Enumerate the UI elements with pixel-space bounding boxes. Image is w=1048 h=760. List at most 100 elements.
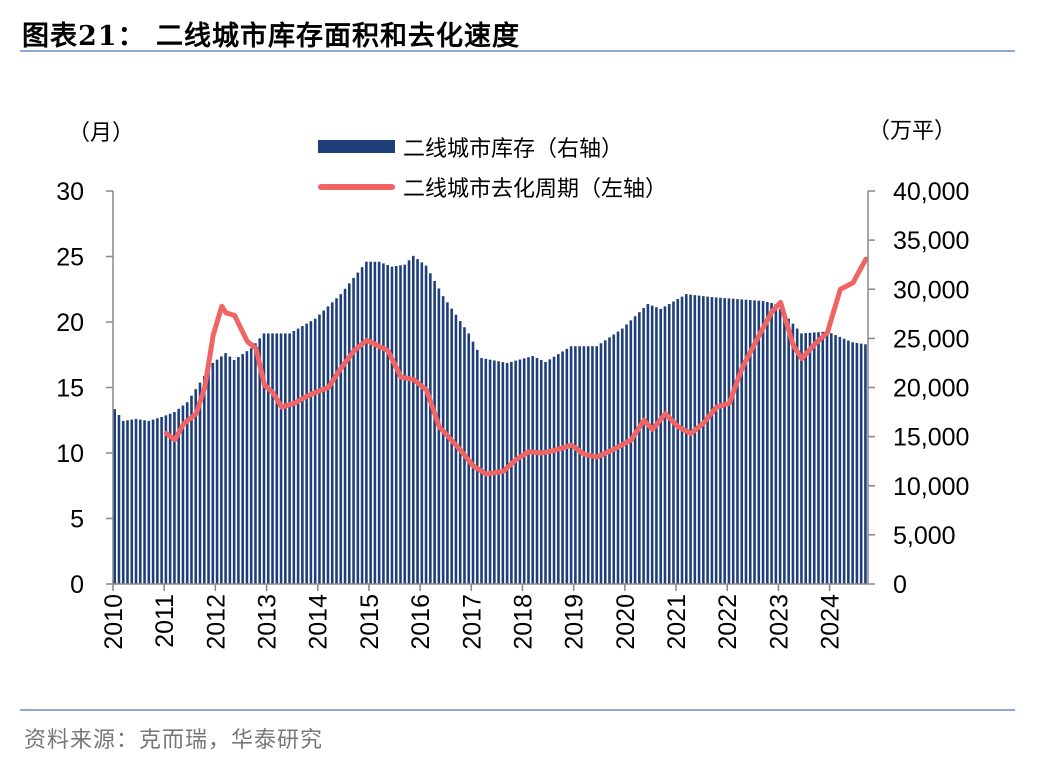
inventory-bar [446,302,449,584]
inventory-bar [603,340,607,584]
x-tick-label: 2023 [765,594,793,650]
right-tick-label: 35,000 [893,227,969,255]
inventory-bar [633,316,637,584]
left-tick-label: 15 [56,375,84,403]
inventory-bar [450,308,453,584]
inventory-bar [804,333,808,584]
chart-axes [106,190,875,591]
inventory-bar [407,260,411,584]
inventory-bar [693,295,697,584]
inventory-bar [706,296,709,584]
inventory-bar [642,308,645,584]
inventory-bar [202,376,206,584]
inventory-bar [288,333,291,584]
left-tick-label: 30 [56,178,84,206]
inventory-bar [249,348,253,584]
inventory-bar [727,298,731,584]
inventory-bar [113,409,116,584]
inventory-bar [778,308,782,584]
inventory-bar [411,255,415,584]
inventory-bar [522,358,526,584]
inventory-bar [126,420,129,584]
legend-line-label: 二线城市去化周期（左轴） [403,177,667,202]
inventory-bar [390,266,394,584]
inventory-bar [177,408,180,584]
inventory-bar [424,265,428,584]
inventory-bar [454,314,458,584]
inventory-bar [505,362,509,584]
inventory-bar [680,296,684,584]
inventory-bar [151,419,155,584]
inventory-bar [356,272,360,584]
x-tick-label: 2017 [458,594,486,650]
inventory-bar [339,294,343,584]
inventory-bar [518,359,522,584]
inventory-bar [859,343,863,584]
legend-line-swatch [318,184,395,190]
inventory-bar [441,296,445,584]
bar-series-inventory [113,255,867,585]
inventory-bar [134,418,138,584]
inventory-bar [719,297,722,584]
inventory-bar [655,307,658,584]
inventory-bar [591,346,594,584]
inventory-bar [659,308,662,584]
inventory-bar [305,323,308,584]
inventory-bar [646,303,650,584]
inventory-bar [254,343,257,584]
inventory-bar [599,343,603,584]
inventory-bar [753,300,756,584]
inventory-bar [864,344,867,584]
inventory-bar [224,353,227,584]
inventory-bar [386,265,389,584]
inventory-bar [313,318,317,584]
inventory-bar [535,358,539,584]
inventory-bar [808,332,812,584]
inventory-bar [574,346,577,584]
inventory-bar [586,346,590,584]
inventory-bar [228,356,232,584]
inventory-bar [266,333,270,584]
inventory-bar [369,261,372,584]
inventory-bar [279,333,283,584]
inventory-bar [795,328,799,584]
inventory-bar [296,328,300,584]
inventory-bar [612,334,616,584]
inventory-bar [548,359,552,584]
inventory-bar [851,342,854,584]
left-tick-label: 20 [56,309,84,337]
inventory-bar [697,295,701,584]
inventory-bar [373,261,377,584]
inventory-bar [616,331,620,584]
inventory-bar [360,267,364,584]
x-tick-label: 2014 [305,594,333,650]
inventory-bar [608,337,611,584]
inventory-bar [578,346,581,584]
left-tick-label: 0 [70,571,84,599]
inventory-bar [399,265,402,584]
inventory-bar [565,348,569,584]
inventory-bar [723,298,726,584]
inventory-bar [173,412,176,584]
x-tick-label: 2024 [817,594,845,650]
inventory-bar [271,333,274,584]
inventory-bar [121,420,125,584]
inventory-bar [437,288,441,584]
inventory-bar [292,331,296,584]
inventory-bar [335,298,338,584]
right-tick-label: 0 [893,571,907,599]
inventory-bar [774,303,778,584]
left-tick-label: 5 [70,506,84,534]
tick-labels: 0 5 10 15 20 25 30 0 5,000 10,000 15,000 20,000 25,0… [56,178,969,650]
left-axis-unit: （月） [68,121,134,146]
inventory-bar [714,297,718,584]
inventory-bar [258,338,262,585]
inventory-bar [143,420,146,584]
page-title: 图表21： 二线城市库存面积和去化速度 [22,21,520,52]
inventory-bar [382,263,385,584]
inventory-bar [770,303,773,584]
legend-bar-label: 二线城市库存（右轴） [403,137,623,162]
x-tick-label: 2011 [151,594,179,648]
x-tick-label: 2013 [254,594,282,650]
inventory-bar [262,333,266,584]
